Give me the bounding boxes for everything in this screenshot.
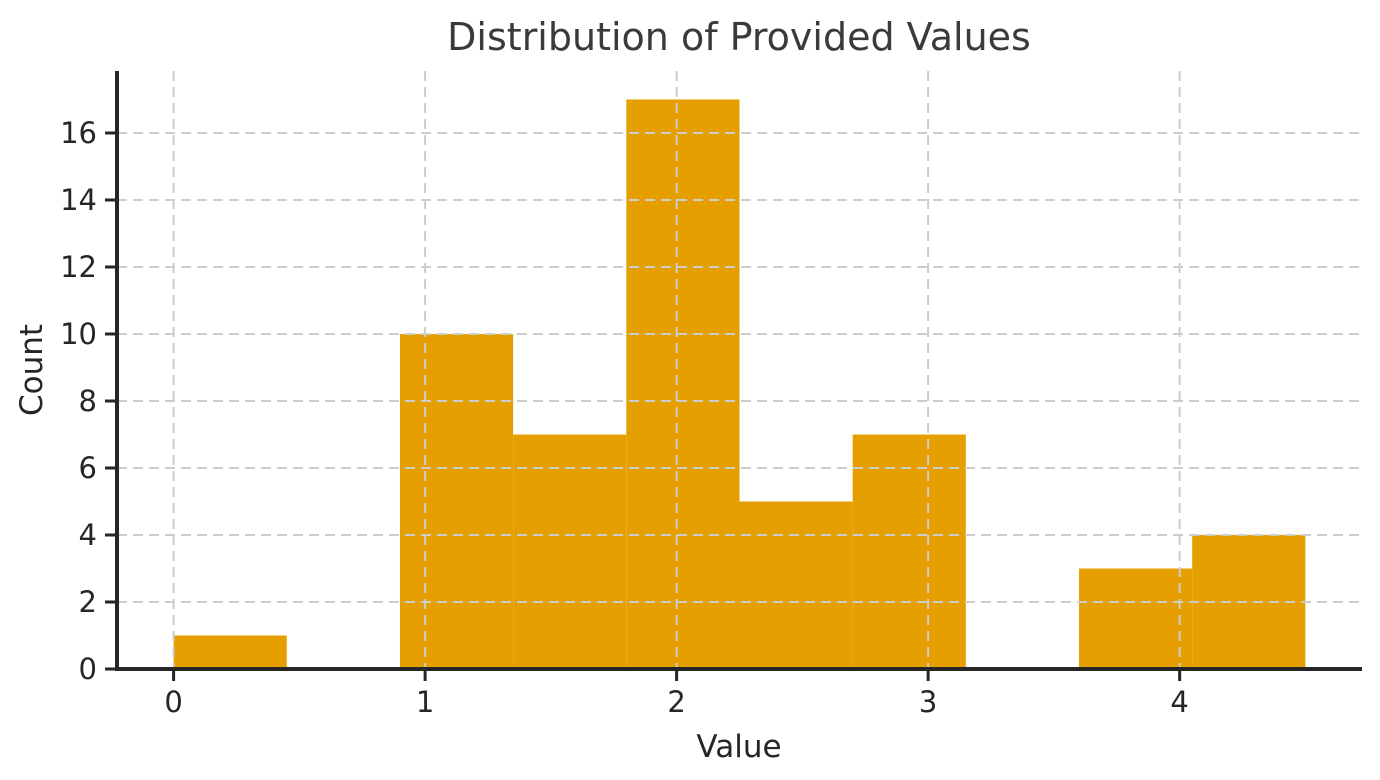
y-tick-label: 6: [79, 451, 97, 485]
histogram-bar: [739, 501, 853, 669]
y-tick-label: 0: [79, 652, 97, 686]
histogram-bar: [1079, 568, 1193, 669]
x-tick-label: 3: [919, 685, 937, 719]
y-axis-label: Count: [14, 324, 50, 416]
y-tick-label: 14: [60, 183, 97, 217]
y-tick-label: 16: [60, 116, 97, 150]
x-tick-label: 0: [164, 685, 182, 719]
bars-layer: [173, 99, 1306, 669]
histogram-bar: [626, 99, 740, 669]
histogram-bar: [513, 434, 627, 669]
x-axis-label: Value: [696, 729, 781, 765]
y-tick-label: 4: [79, 518, 97, 552]
y-tick-label: 8: [79, 384, 97, 418]
grid-layer: [117, 71, 1362, 670]
x-tick-label: 1: [416, 685, 434, 719]
histogram-bar: [399, 333, 514, 669]
y-tick-label: 2: [79, 585, 97, 619]
x-tick-label: 4: [1170, 685, 1188, 719]
histogram-bar: [173, 635, 287, 669]
histogram-bar: [852, 434, 966, 669]
x-tick-label: 2: [667, 685, 685, 719]
y-tick-label: 12: [60, 250, 97, 284]
y-tick-label: 10: [60, 317, 97, 351]
chart-title: Distribution of Provided Values: [447, 15, 1031, 59]
